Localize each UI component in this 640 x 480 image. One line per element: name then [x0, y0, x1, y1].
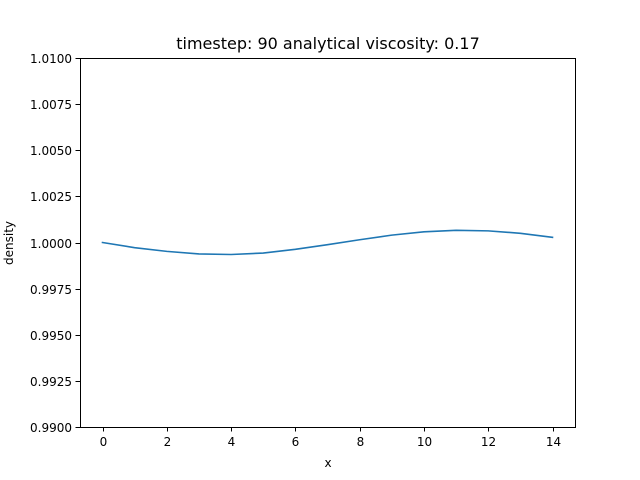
- x-axis-label: x: [324, 456, 331, 470]
- x-tick-label: 12: [481, 435, 496, 449]
- x-tick-label: 8: [357, 435, 365, 449]
- y-tick-label: 0.9975: [30, 283, 72, 297]
- y-tick-label: 0.9925: [30, 375, 72, 389]
- x-tick-label: 4: [228, 435, 236, 449]
- series-layer: [101, 229, 554, 256]
- y-tick-label: 0.9900: [30, 421, 72, 435]
- chart-title: timestep: 90 analytical viscosity: 0.17: [176, 34, 480, 53]
- y-tick-label: 1.0100: [30, 52, 72, 66]
- x-tick-label: 2: [164, 435, 172, 449]
- y-tick-label: 1.0075: [30, 98, 72, 112]
- plot-frame: [80, 58, 576, 428]
- y-tick-label: 1.0000: [30, 237, 72, 251]
- x-tick-label: 14: [546, 435, 561, 449]
- x-tick-label: 10: [417, 435, 432, 449]
- x-tick-label: 0: [100, 435, 108, 449]
- x-axis-ticks: 0 2 4 6 8 10 12 14: [100, 427, 561, 449]
- y-tick-label: 1.0050: [30, 144, 72, 158]
- y-tick-label: 0.9950: [30, 329, 72, 343]
- x-tick-label: 6: [292, 435, 300, 449]
- density-series-line: [101, 229, 554, 256]
- y-tick-label: 1.0025: [30, 190, 72, 204]
- y-axis-label: density: [2, 221, 16, 265]
- y-axis-ticks: 0.9900 0.9925 0.9950 0.9975 1.0000 1.0025 1.00…: [30, 52, 80, 435]
